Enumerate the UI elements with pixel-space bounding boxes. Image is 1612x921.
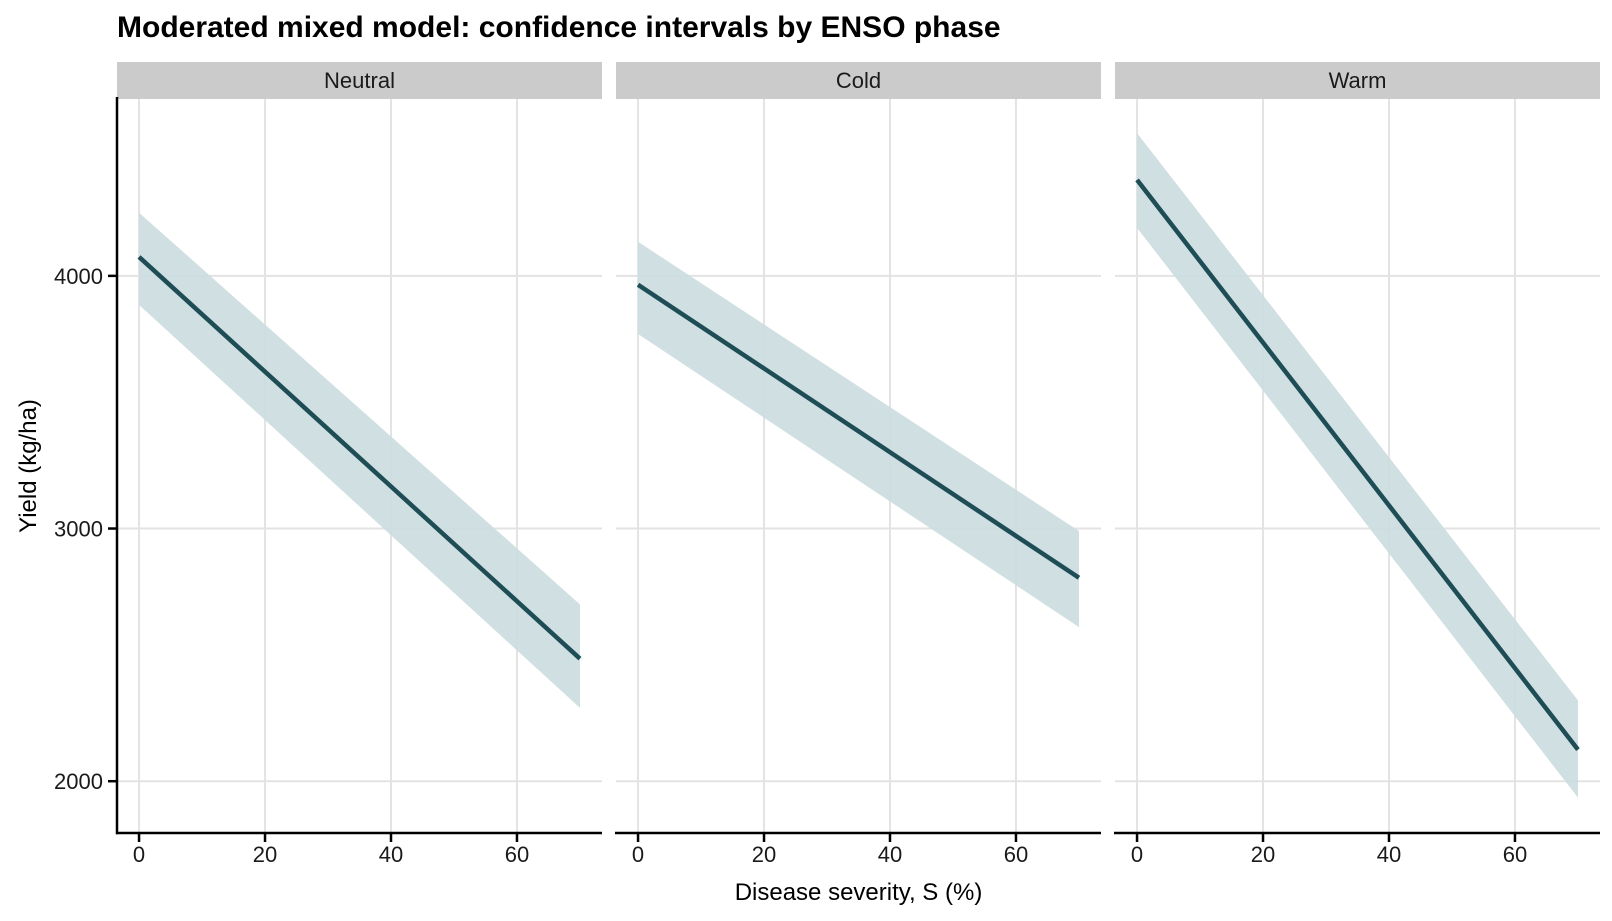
mean-line xyxy=(1135,178,1580,751)
y-axis: 2000 3000 4000 xyxy=(54,97,119,835)
y-tick-label: 3000 xyxy=(54,517,103,542)
facet-strip-cold: Cold xyxy=(616,62,1101,99)
x-tick-label: 20 xyxy=(1251,842,1275,867)
facet-strip-label: Neutral xyxy=(324,67,395,93)
facet-strip-warm: Warm xyxy=(1115,62,1600,99)
mean-line xyxy=(636,282,1081,580)
panel-cold: 0 20 40 60 xyxy=(615,99,1101,867)
panel-neutral: 0 20 40 60 xyxy=(116,99,602,867)
x-tick-label: 60 xyxy=(1503,842,1527,867)
x-axis-title: Disease severity, S (%) xyxy=(734,879,983,906)
y-tick-label: 2000 xyxy=(54,769,103,794)
facet-strip-label: Warm xyxy=(1328,67,1387,93)
x-tick-label: 60 xyxy=(1004,842,1028,867)
x-tick-label: 40 xyxy=(878,842,902,867)
facet-strip-neutral: Neutral xyxy=(117,62,602,99)
x-tick-label: 0 xyxy=(1131,842,1143,867)
y-tick-label: 4000 xyxy=(54,264,103,289)
x-tick-label: 20 xyxy=(752,842,776,867)
x-tick-label: 40 xyxy=(1377,842,1401,867)
x-tick-label: 20 xyxy=(253,842,277,867)
x-tick-label: 0 xyxy=(133,842,145,867)
facet-strip-label: Cold xyxy=(835,67,882,93)
panel-warm: 0 20 40 60 xyxy=(1114,99,1600,867)
chart-title: Moderated mixed model: confidence interv… xyxy=(117,11,1001,44)
y-axis-title: Yield (kg/ha) xyxy=(15,399,42,533)
x-tick-label: 60 xyxy=(505,842,529,867)
x-tick-label: 40 xyxy=(379,842,403,867)
mean-line xyxy=(137,255,582,661)
x-tick-label: 0 xyxy=(632,842,644,867)
confidence-ribbon xyxy=(638,241,1079,628)
